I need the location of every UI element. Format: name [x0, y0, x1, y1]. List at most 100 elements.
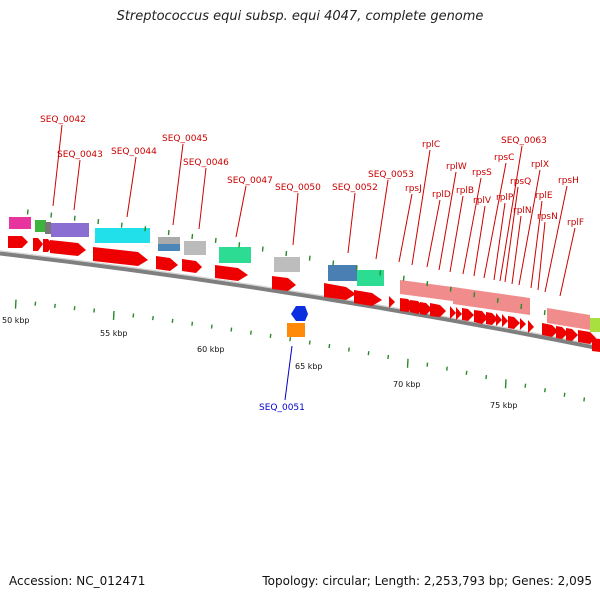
gene-track-tick — [97, 219, 100, 225]
gene-label: SEQ_0043 — [57, 150, 103, 160]
gene-track-tick — [50, 212, 53, 218]
gene-label: rplW — [446, 162, 467, 172]
gene-label: rpsS — [472, 168, 492, 178]
scale-tick — [465, 370, 468, 375]
gene-label: SEQ_0045 — [162, 134, 208, 144]
kbp-label: 75 kbp — [490, 401, 518, 410]
scale-tick — [14, 299, 17, 309]
gene-track-tick — [402, 275, 405, 281]
gene-track-tick — [120, 222, 123, 228]
gene-track-tick — [426, 280, 429, 287]
gene-label: rpsQ — [510, 177, 531, 187]
scale-tick — [73, 306, 76, 311]
gene-track-tick — [191, 233, 194, 239]
kbp-label: 50 kbp — [2, 316, 30, 325]
kbp-label: 70 kbp — [393, 380, 421, 389]
scale-tick — [583, 397, 586, 402]
genome-summary: Topology: circular; Length: 2,253,793 bp… — [262, 574, 592, 588]
scale-tick — [230, 327, 233, 332]
gene-label: rplD — [432, 190, 451, 200]
scale-ticks — [14, 299, 586, 402]
gene-label: SEQ_0052 — [332, 183, 378, 193]
gene-label: rplB — [456, 186, 474, 196]
gene-label: SEQ_0051 — [259, 403, 305, 413]
scale-tick — [367, 351, 370, 356]
scale-tick — [152, 316, 154, 321]
gene-track-ticks — [26, 209, 546, 316]
scale-tick — [426, 362, 429, 367]
gene-track-tick — [308, 255, 311, 261]
scale-tick — [54, 303, 56, 308]
gene-label: rplV — [473, 196, 492, 206]
kbp-label: 65 kbp — [295, 362, 323, 371]
gene-label: SEQ_0053 — [368, 170, 414, 180]
genome-backbone — [0, 250, 600, 351]
gene-label: rplF — [567, 218, 584, 228]
gene-track-tick — [167, 229, 170, 236]
forward-cds-track — [8, 236, 600, 352]
scale-tick — [446, 366, 448, 371]
gene-track-tick — [449, 286, 452, 292]
gene-label-leaders — [52, 124, 576, 401]
gene-label: SEQ_0044 — [111, 147, 157, 157]
scale-tick — [348, 347, 350, 352]
gene-label: SEQ_0042 — [40, 115, 86, 125]
scale-tick — [250, 330, 252, 335]
scale-tick — [132, 313, 135, 318]
gene-track-tick — [332, 260, 335, 266]
scale-tick — [406, 358, 409, 368]
gene-track-tick — [238, 242, 241, 248]
gene-label: rplN — [513, 206, 532, 216]
gene-labels-reverse: SEQ_0051 — [259, 403, 305, 413]
scale-tick — [328, 343, 331, 349]
gene-track-tick — [355, 265, 358, 271]
gene-label: SEQ_0047 — [227, 176, 273, 186]
gene-track-tick — [26, 209, 29, 215]
scale-tick — [308, 340, 311, 345]
map-title: Streptococcus equi subsp. equi 4047, com… — [116, 9, 484, 24]
scale-tick — [34, 301, 37, 306]
scale-tick — [93, 308, 96, 313]
scale-tick — [191, 321, 194, 326]
scale-tick — [524, 383, 527, 388]
scale-tick — [289, 337, 292, 342]
gene-track-tick — [379, 270, 382, 276]
gene-label: rplC — [422, 140, 440, 150]
gene-label: SEQ_0063 — [501, 136, 547, 146]
scale-tick — [485, 374, 488, 380]
scale-tick — [210, 324, 213, 329]
kbp-label: 55 kbp — [100, 329, 128, 338]
gene-label: SEQ_0050 — [275, 183, 321, 193]
scale-tick — [269, 333, 272, 338]
gene-label: rpsH — [558, 176, 579, 186]
reverse-feature-track — [287, 306, 308, 337]
gene-track-tick — [214, 237, 217, 244]
gene-track-tick — [144, 226, 147, 232]
accession-label: Accession: NC_012471 — [9, 574, 146, 588]
gene-label: rplX — [531, 160, 549, 170]
gene-label: rplP — [496, 193, 514, 203]
gene-label: rpsJ — [405, 184, 422, 194]
gene-track-tick — [520, 303, 523, 310]
gene-track-tick — [473, 292, 476, 298]
scale-tick — [544, 388, 546, 393]
kbp-label: 60 kbp — [197, 345, 225, 354]
cog-feature-band — [9, 217, 600, 332]
gene-track-tick — [543, 309, 546, 316]
gene-label: rpsN — [537, 212, 558, 222]
gene-track-tick — [285, 250, 288, 257]
scale-tick — [563, 392, 566, 397]
gene-label: rplE — [535, 191, 553, 201]
scale-tick — [171, 318, 174, 323]
scale-tick — [387, 354, 390, 360]
gene-label: rpsC — [494, 153, 514, 163]
gene-track-tick — [73, 215, 76, 221]
scale-tick — [504, 379, 507, 389]
scale-tick — [112, 310, 115, 320]
gene-track-tick — [261, 246, 264, 252]
kbp-scale-labels: 50 kbp 55 kbp 60 kbp 65 kbp 70 kbp 75 kb… — [2, 316, 518, 410]
gene-track-tick — [496, 297, 499, 304]
gene-labels-forward: SEQ_0042 SEQ_0043 SEQ_0044 SEQ_0045 SEQ_… — [40, 115, 584, 228]
gene-label: SEQ_0046 — [183, 158, 229, 168]
